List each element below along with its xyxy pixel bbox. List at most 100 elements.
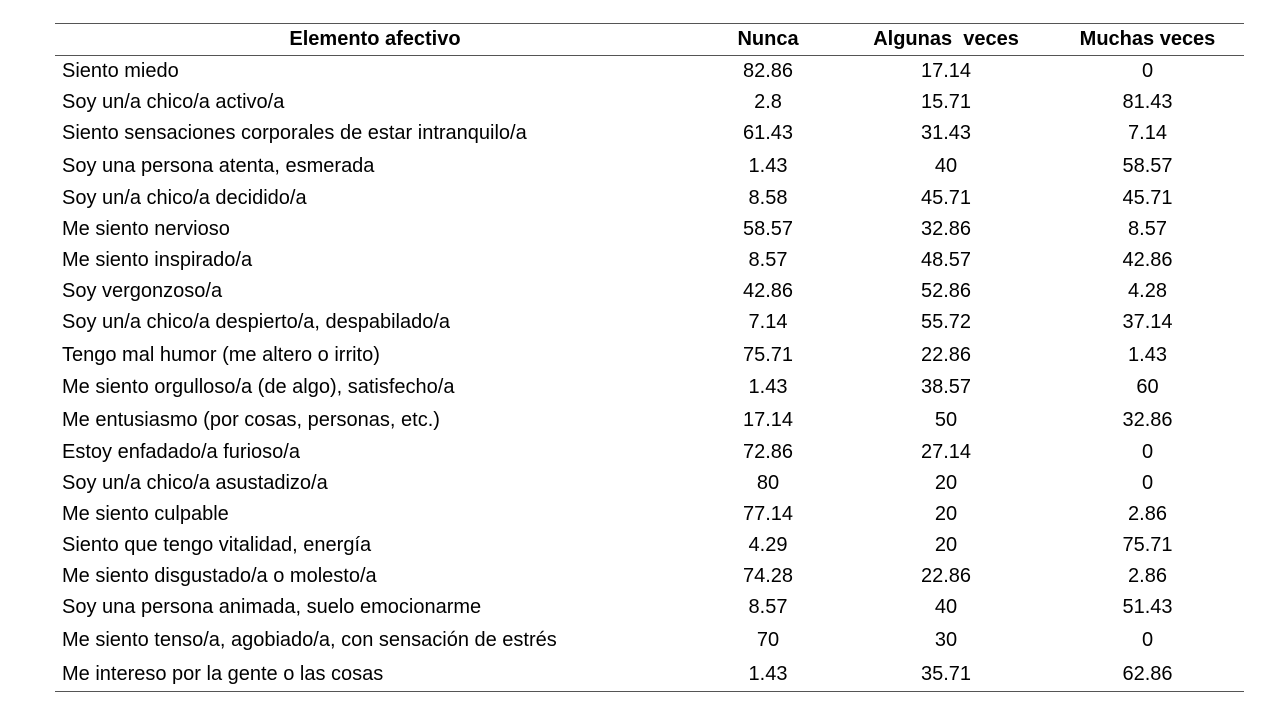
table-row: Siento sensaciones corporales de estar i…	[55, 118, 1244, 149]
cell-algunas-veces: 48.57	[920, 249, 972, 271]
cell-muchas-veces: 0	[1141, 60, 1154, 82]
cell-muchas-veces: 0	[1141, 629, 1154, 651]
cell-muchas-veces: 37.14	[1122, 311, 1173, 333]
cell-nunca: 74.28	[742, 565, 794, 587]
cell-muchas-veces: 81.43	[1122, 91, 1173, 113]
cell-algunas-veces: 50	[934, 409, 958, 431]
cell-elemento-afectivo: Soy un/a chico/a asustadizo/a	[62, 472, 328, 494]
cell-elemento-afectivo: Me siento culpable	[62, 503, 229, 525]
cell-muchas-veces: 51.43	[1122, 596, 1173, 618]
cell-elemento-afectivo: Me siento nervioso	[62, 218, 230, 240]
cell-elemento-afectivo: Soy un/a chico/a despierto/a, despabilad…	[62, 311, 451, 333]
header-muchas-veces: Muchas veces	[1079, 28, 1216, 50]
cell-muchas-veces: 32.86	[1122, 409, 1173, 431]
cell-nunca: 7.14	[748, 311, 788, 333]
cell-elemento-afectivo: Soy un/a chico/a activo/a	[62, 91, 285, 113]
table-row: Soy vergonzoso/a 42.86 52.86 4.28	[55, 276, 1244, 307]
header-row: Elemento afectivo Nunca Algunas veces Mu…	[55, 23, 1244, 56]
cell-algunas-veces: 31.43	[920, 122, 972, 144]
cell-muchas-veces: 0	[1141, 472, 1154, 494]
cell-elemento-afectivo: Estoy enfadado/a furioso/a	[62, 441, 300, 463]
table-row: Soy una persona animada, suelo emocionar…	[55, 592, 1244, 623]
cell-muchas-veces: 45.71	[1122, 187, 1173, 209]
cell-muchas-veces: 42.86	[1122, 249, 1173, 271]
cell-elemento-afectivo: Siento sensaciones corporales de estar i…	[62, 122, 527, 144]
cell-nunca: 1.43	[748, 663, 788, 685]
cell-elemento-afectivo: Me entusiasmo (por cosas, personas, etc.…	[62, 409, 440, 431]
cell-elemento-afectivo: Me intereso por la gente o las cosas	[62, 663, 384, 685]
cell-algunas-veces: 40	[934, 596, 958, 618]
cell-algunas-veces: 15.71	[920, 91, 972, 113]
cell-muchas-veces: 75.71	[1122, 534, 1173, 556]
affective-elements-table-container: Elemento afectivo Nunca Algunas veces Mu…	[55, 23, 1244, 692]
cell-algunas-veces: 55.72	[920, 311, 972, 333]
cell-algunas-veces: 32.86	[920, 218, 972, 240]
cell-elemento-afectivo: Soy una persona animada, suelo emocionar…	[62, 596, 482, 618]
cell-muchas-veces: 2.86	[1128, 503, 1167, 525]
cell-muchas-veces: 0	[1141, 441, 1154, 463]
header-nunca: Nunca	[737, 28, 799, 50]
cell-algunas-veces: 45.71	[920, 187, 972, 209]
cell-nunca: 2.8	[754, 91, 782, 113]
table-row: Soy un/a chico/a despierto/a, despabilad…	[55, 307, 1244, 338]
table-row: Siento que tengo vitalidad, energía 4.29 2…	[55, 530, 1244, 561]
affective-elements-table: Elemento afectivo Nunca Algunas veces Mu…	[55, 23, 1244, 692]
cell-algunas-veces: 17.14	[920, 60, 972, 82]
cell-nunca: 17.14	[742, 409, 794, 431]
cell-elemento-afectivo: Me siento disgustado/a o molesto/a	[62, 565, 377, 587]
table-row: Soy un/a chico/a asustadizo/a 80 20 0	[55, 468, 1244, 499]
cell-elemento-afectivo: Siento miedo	[62, 60, 179, 82]
cell-muchas-veces: 58.57	[1122, 155, 1173, 177]
header-elemento-afectivo: Elemento afectivo	[289, 28, 461, 50]
cell-algunas-veces: 52.86	[920, 280, 972, 302]
table-row: Me intereso por la gente o las cosas 1.43…	[55, 657, 1244, 692]
cell-elemento-afectivo: Soy una persona atenta, esmerada	[62, 155, 375, 177]
cell-muchas-veces: 8.57	[1128, 218, 1167, 240]
cell-nunca: 8.57	[748, 249, 788, 271]
cell-nunca: 82.86	[742, 60, 794, 82]
cell-nunca: 77.14	[742, 503, 794, 525]
cell-elemento-afectivo: Me siento orgulloso/a (de algo), satisfe…	[62, 376, 455, 398]
header-algunas-veces: Algunas veces	[873, 28, 1019, 50]
cell-algunas-veces: 20	[934, 534, 958, 556]
table-row: Me siento disgustado/a o molesto/a 74.28 2…	[55, 561, 1244, 592]
cell-algunas-veces: 22.86	[920, 344, 972, 366]
cell-nunca: 1.43	[748, 155, 788, 177]
cell-nunca: 8.58	[748, 187, 788, 209]
cell-nunca: 58.57	[742, 218, 794, 240]
table-row: Me siento nervioso 58.57 32.86 8.57	[55, 214, 1244, 245]
cell-elemento-afectivo: Siento que tengo vitalidad, energía	[62, 534, 372, 556]
cell-algunas-veces: 27.14	[920, 441, 972, 463]
cell-muchas-veces: 4.28	[1128, 280, 1167, 302]
table-row: Estoy enfadado/a furioso/a 72.86 27.14 0	[55, 437, 1244, 468]
cell-muchas-veces: 7.14	[1128, 122, 1167, 144]
table-row: Me siento inspirado/a 8.57 48.57 42.86	[55, 245, 1244, 276]
cell-algunas-veces: 20	[934, 472, 958, 494]
cell-muchas-veces: 2.86	[1128, 565, 1167, 587]
table-row: Soy un/a chico/a decidido/a 8.58 45.71 45.7…	[55, 183, 1244, 214]
table-row: Me entusiasmo (por cosas, personas, etc.…	[55, 403, 1244, 437]
cell-muchas-veces: 1.43	[1128, 344, 1167, 366]
cell-elemento-afectivo: Soy vergonzoso/a	[62, 280, 223, 302]
cell-nunca: 42.86	[742, 280, 794, 302]
cell-nunca: 4.29	[748, 534, 788, 556]
table-row: Me siento orgulloso/a (de algo), satisfe…	[55, 372, 1244, 403]
table-row: Tengo mal humor (me altero o irrito) 75.7…	[55, 338, 1244, 372]
cell-muchas-veces: 60	[1136, 376, 1159, 398]
table-header: Elemento afectivo Nunca Algunas veces Mu…	[55, 23, 1244, 56]
cell-nunca: 80	[756, 472, 780, 494]
cell-algunas-veces: 40	[934, 155, 958, 177]
table-row: Siento miedo 82.86 17.14 0	[55, 56, 1244, 88]
cell-nunca: 70	[756, 629, 780, 651]
table-row: Soy una persona atenta, esmerada 1.43 40 58…	[55, 149, 1244, 183]
cell-algunas-veces: 38.57	[920, 376, 972, 398]
table-row: Me siento tenso/a, agobiado/a, con sensa…	[55, 623, 1244, 657]
cell-nunca: 75.71	[742, 344, 794, 366]
cell-nunca: 61.43	[742, 122, 794, 144]
cell-elemento-afectivo: Tengo mal humor (me altero o irrito)	[62, 344, 380, 366]
cell-muchas-veces: 62.86	[1122, 663, 1173, 685]
table-row: Soy un/a chico/a activo/a 2.8 15.71 81.43	[55, 87, 1244, 118]
cell-elemento-afectivo: Me siento tenso/a, agobiado/a, con sensa…	[62, 629, 557, 651]
cell-algunas-veces: 20	[934, 503, 958, 525]
cell-elemento-afectivo: Soy un/a chico/a decidido/a	[62, 187, 307, 209]
